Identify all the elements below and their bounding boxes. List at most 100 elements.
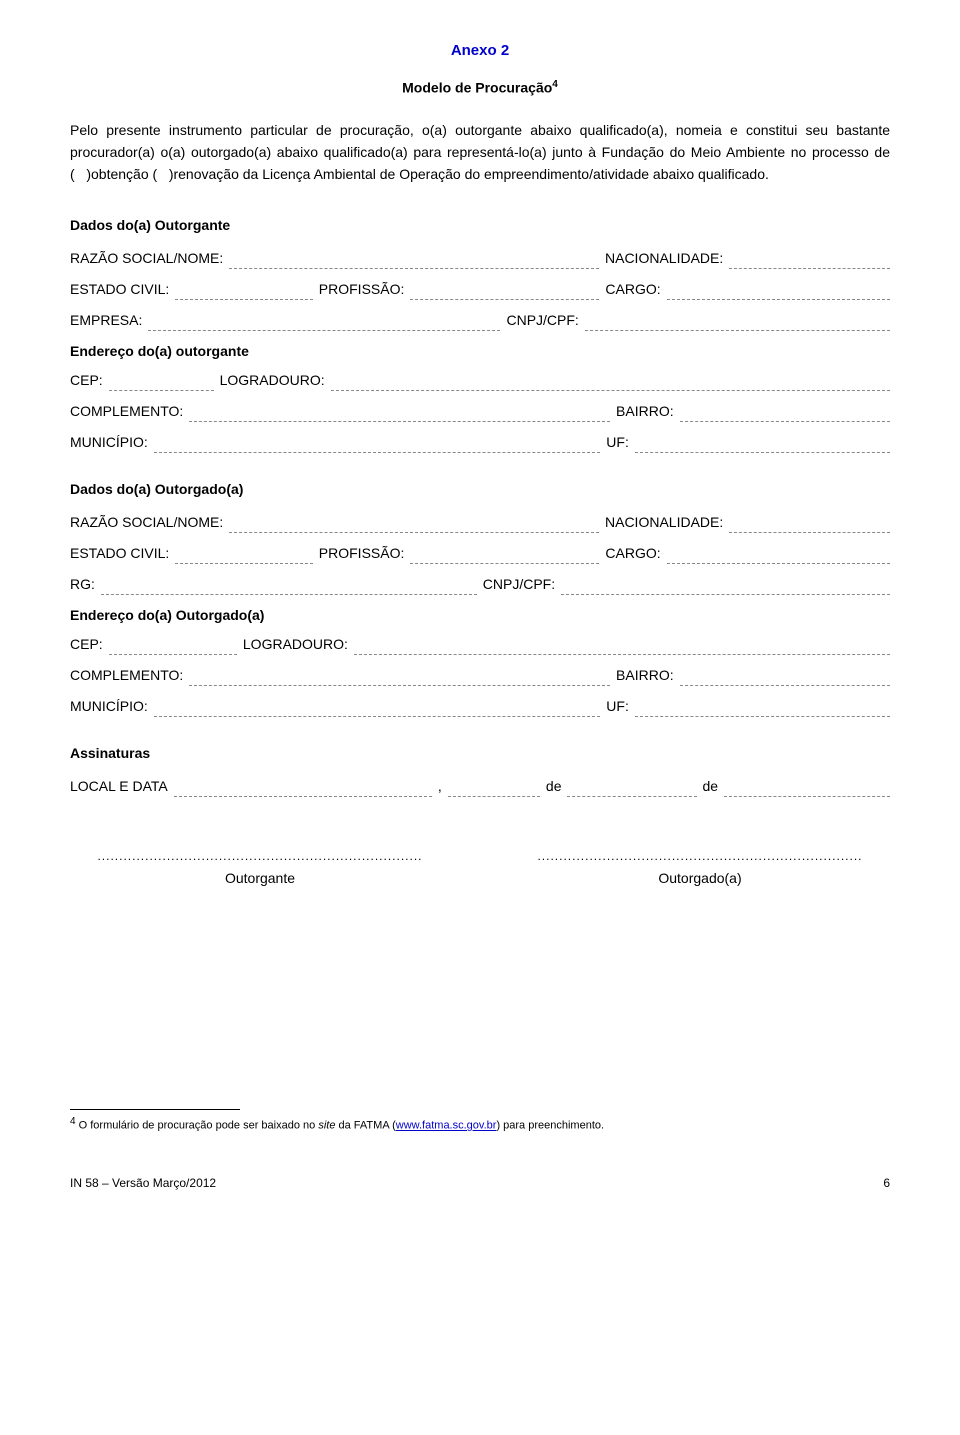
footnote-text-before: O formulário de procuração pode ser baix… (76, 1120, 319, 1132)
anexo-title: Anexo 2 (70, 40, 890, 63)
label-cargo: CARGO: (605, 279, 660, 300)
field-estado-civil-2[interactable] (175, 550, 312, 564)
label-profissao: PROFISSÃO: (319, 279, 405, 300)
field-uf-2[interactable] (635, 703, 890, 717)
label-razao: RAZÃO SOCIAL/NOME: (70, 248, 223, 269)
field-razao-2[interactable] (229, 519, 599, 533)
label-estado-civil: ESTADO CIVIL: (70, 279, 169, 300)
label-nacionalidade: NACIONALIDADE: (605, 248, 723, 269)
sig-dots-2: ........................................… (510, 847, 890, 865)
row-razao-nacionalidade: RAZÃO SOCIAL/NOME: NACIONALIDADE: (70, 248, 890, 269)
label-complemento: COMPLEMENTO: (70, 401, 183, 422)
sig-outorgante: ........................................… (70, 847, 450, 889)
row-complemento-bairro: COMPLEMENTO: BAIRRO: (70, 401, 890, 422)
modelo-title: Modelo de Procuração4 (70, 77, 890, 99)
field-cargo-2[interactable] (667, 550, 890, 564)
label-cnpj: CNPJ/CPF: (506, 310, 578, 331)
label-municipio: MUNICÍPIO: (70, 432, 148, 453)
sig-outorgado: ........................................… (510, 847, 890, 889)
label-complemento-2: COMPLEMENTO: (70, 665, 183, 686)
label-profissao-2: PROFISSÃO: (319, 543, 405, 564)
field-empresa[interactable] (148, 317, 500, 331)
field-complemento-2[interactable] (189, 672, 610, 686)
row-municipio-uf-2: MUNICÍPIO: UF: (70, 696, 890, 717)
assinaturas-heading: Assinaturas (70, 743, 890, 764)
footer-version: IN 58 – Versão Março/2012 (70, 1174, 216, 1192)
endereco-outorgante-heading: Endereço do(a) outorgante (70, 341, 890, 362)
field-uf[interactable] (635, 439, 890, 453)
field-complemento[interactable] (189, 408, 610, 422)
field-rg[interactable] (101, 581, 477, 595)
row-cep-logradouro: CEP: LOGRADOURO: (70, 370, 890, 391)
field-profissao-2[interactable] (410, 550, 599, 564)
sig-label-outorgante: Outorgante (70, 868, 450, 889)
label-logradouro: LOGRADOURO: (220, 370, 325, 391)
label-bairro-2: BAIRRO: (616, 665, 674, 686)
field-local[interactable] (174, 783, 432, 797)
field-razao[interactable] (229, 255, 599, 269)
comma: , (438, 776, 442, 797)
label-estado-civil-2: ESTADO CIVIL: (70, 543, 169, 564)
row-empresa-cnpj: EMPRESA: CNPJ/CPF: (70, 310, 890, 331)
field-estado-civil[interactable] (175, 286, 312, 300)
field-municipio[interactable] (154, 439, 601, 453)
field-logradouro[interactable] (331, 377, 890, 391)
field-cnpj[interactable] (585, 317, 890, 331)
label-cargo-2: CARGO: (605, 543, 660, 564)
row-cep-logradouro-2: CEP: LOGRADOURO: (70, 634, 890, 655)
field-cep[interactable] (109, 377, 214, 391)
intro-paragraph: Pelo presente instrumento particular de … (70, 120, 890, 185)
footnote-text-mid: da FATMA ( (335, 1120, 395, 1132)
row-estado-profissao-cargo: ESTADO CIVIL: PROFISSÃO: CARGO: (70, 279, 890, 300)
de-2: de (703, 776, 719, 797)
label-cnpj-2: CNPJ/CPF: (483, 574, 555, 595)
label-uf: UF: (606, 432, 629, 453)
footer-page: 6 (883, 1174, 890, 1192)
modelo-text: Modelo de Procuração (402, 79, 552, 95)
label-cep: CEP: (70, 370, 103, 391)
field-cep-2[interactable] (109, 641, 237, 655)
signature-row: ........................................… (70, 847, 890, 889)
footnote-text-after: ) para preenchimento. (496, 1120, 604, 1132)
field-municipio-2[interactable] (154, 703, 601, 717)
de-1: de (546, 776, 562, 797)
field-year[interactable] (724, 783, 890, 797)
row-rg-cnpj: RG: CNPJ/CPF: (70, 574, 890, 595)
row-estado-profissao-cargo-2: ESTADO CIVIL: PROFISSÃO: CARGO: (70, 543, 890, 564)
sig-dots-1: ........................................… (70, 847, 450, 865)
label-nacionalidade-2: NACIONALIDADE: (605, 512, 723, 533)
label-cep-2: CEP: (70, 634, 103, 655)
footnote: 4 O formulário de procuração pode ser ba… (70, 1114, 890, 1134)
outorgante-heading: Dados do(a) Outorgante (70, 215, 890, 236)
footnote-separator (70, 1109, 240, 1110)
label-municipio-2: MUNICÍPIO: (70, 696, 148, 717)
field-day[interactable] (448, 783, 540, 797)
field-nacionalidade[interactable] (729, 255, 890, 269)
field-nacionalidade-2[interactable] (729, 519, 890, 533)
page-footer: IN 58 – Versão Março/2012 6 (70, 1174, 890, 1192)
row-municipio-uf: MUNICÍPIO: UF: (70, 432, 890, 453)
endereco-outorgado-heading: Endereço do(a) Outorgado(a) (70, 605, 890, 626)
row-razao-nacionalidade-2: RAZÃO SOCIAL/NOME: NACIONALIDADE: (70, 512, 890, 533)
footnote-site-word: site (318, 1120, 335, 1132)
label-bairro: BAIRRO: (616, 401, 674, 422)
outorgado-heading: Dados do(a) Outorgado(a) (70, 479, 890, 500)
label-rg: RG: (70, 574, 95, 595)
field-logradouro-2[interactable] (354, 641, 890, 655)
row-local-data: LOCAL E DATA , de de (70, 776, 890, 797)
modelo-sup: 4 (552, 79, 558, 90)
label-empresa: EMPRESA: (70, 310, 142, 331)
field-bairro[interactable] (680, 408, 890, 422)
field-cargo[interactable] (667, 286, 890, 300)
label-logradouro-2: LOGRADOURO: (243, 634, 348, 655)
label-razao-2: RAZÃO SOCIAL/NOME: (70, 512, 223, 533)
label-local-data: LOCAL E DATA (70, 776, 168, 797)
sig-label-outorgado: Outorgado(a) (510, 868, 890, 889)
field-month[interactable] (567, 783, 696, 797)
label-uf-2: UF: (606, 696, 629, 717)
row-complemento-bairro-2: COMPLEMENTO: BAIRRO: (70, 665, 890, 686)
field-cnpj-2[interactable] (561, 581, 890, 595)
footnote-link[interactable]: www.fatma.sc.gov.br (396, 1120, 497, 1132)
field-profissao[interactable] (410, 286, 599, 300)
field-bairro-2[interactable] (680, 672, 890, 686)
